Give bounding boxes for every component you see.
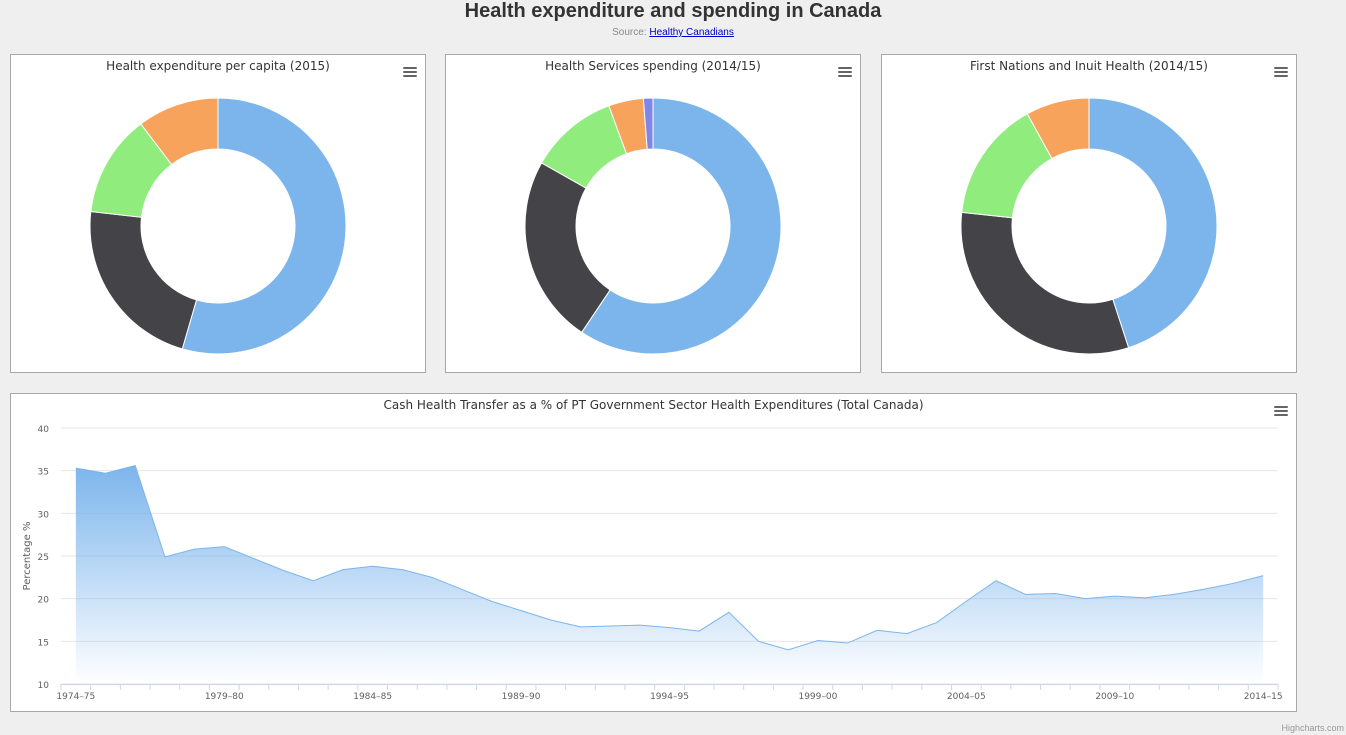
data-point[interactable] xyxy=(668,626,672,630)
data-point[interactable] xyxy=(1261,574,1265,578)
donut-slice[interactable] xyxy=(960,211,1130,355)
y-axis-title: Percentage % xyxy=(22,522,33,591)
page-title: Health expenditure and spending in Canad… xyxy=(464,0,882,22)
data-point[interactable] xyxy=(1083,597,1087,601)
data-point[interactable] xyxy=(519,609,523,613)
chart-title: Health expenditure per capita (2015) xyxy=(106,59,330,73)
donut-chart xyxy=(524,97,782,355)
y-tick-label: 35 xyxy=(38,468,49,478)
data-point[interactable] xyxy=(74,466,78,470)
data-point[interactable] xyxy=(1053,592,1057,596)
data-point[interactable] xyxy=(786,648,790,652)
data-point[interactable] xyxy=(341,568,345,572)
donut-slice[interactable] xyxy=(89,211,198,350)
data-point[interactable] xyxy=(311,579,315,583)
x-tick-label: 1979–80 xyxy=(205,692,244,702)
data-point[interactable] xyxy=(757,639,761,643)
x-tick-label: 1999–00 xyxy=(798,692,837,702)
x-tick-label: 2014–15 xyxy=(1244,692,1283,702)
data-point[interactable] xyxy=(608,624,612,628)
donut-panel-per-capita: Health expenditure per capita (2015) xyxy=(10,54,426,373)
data-point[interactable] xyxy=(1142,596,1146,600)
y-tick-label: 20 xyxy=(38,596,50,606)
data-point[interactable] xyxy=(1172,592,1176,596)
data-point[interactable] xyxy=(252,557,256,561)
chart-menu-icon[interactable] xyxy=(1274,406,1288,418)
data-point[interactable] xyxy=(697,629,701,633)
data-point[interactable] xyxy=(578,625,582,629)
y-tick-label: 15 xyxy=(38,638,49,648)
chart-menu-icon[interactable] xyxy=(838,67,852,79)
data-point[interactable] xyxy=(193,547,197,551)
chart-title: First Nations and Inuit Health (2014/15) xyxy=(970,59,1208,73)
data-point[interactable] xyxy=(727,610,731,614)
x-tick-label: 2009–10 xyxy=(1095,692,1134,702)
donut-slice[interactable] xyxy=(581,97,782,355)
data-point[interactable] xyxy=(994,579,998,583)
donut-chart xyxy=(960,97,1218,355)
chart-menu-icon[interactable] xyxy=(403,67,417,79)
x-tick-label: 1989–90 xyxy=(502,692,541,702)
data-point[interactable] xyxy=(638,623,642,627)
source-line: Source: Healthy Canadians xyxy=(0,27,1346,38)
data-point[interactable] xyxy=(460,587,464,591)
chart-title: Cash Health Transfer as a % of PT Govern… xyxy=(383,398,924,412)
data-point[interactable] xyxy=(371,564,375,568)
credits[interactable]: Highcharts.com xyxy=(1281,723,1344,733)
donut-slice[interactable] xyxy=(181,97,347,355)
y-tick-label: 10 xyxy=(38,681,50,691)
donut-chart xyxy=(89,97,347,355)
data-point[interactable] xyxy=(905,632,909,636)
data-point[interactable] xyxy=(222,545,226,549)
donut-slice[interactable] xyxy=(642,97,654,150)
y-tick-label: 25 xyxy=(38,553,49,563)
x-tick-label: 2004–05 xyxy=(947,692,986,702)
y-tick-label: 40 xyxy=(38,425,50,435)
donut-panel-first-nations: First Nations and Inuit Health (2014/15) xyxy=(881,54,1297,373)
x-tick-label: 1994–95 xyxy=(650,692,689,702)
data-point[interactable] xyxy=(816,638,820,642)
data-point[interactable] xyxy=(964,599,968,603)
source-link[interactable]: Healthy Canadians xyxy=(649,27,734,38)
x-tick-label: 1984–85 xyxy=(353,692,392,702)
data-point[interactable] xyxy=(875,628,879,632)
area-series-line[interactable] xyxy=(75,464,1264,651)
data-point[interactable] xyxy=(846,641,850,645)
data-point[interactable] xyxy=(1202,587,1206,591)
y-tick-label: 30 xyxy=(38,510,50,520)
donut-slice[interactable] xyxy=(524,162,611,334)
data-point[interactable] xyxy=(935,621,939,625)
data-point[interactable] xyxy=(400,568,404,572)
source-prefix: Source: xyxy=(612,27,650,38)
donut-slice[interactable] xyxy=(1026,97,1090,160)
area-panel-cash-transfer: Cash Health Transfer as a % of PT Govern… xyxy=(10,393,1297,712)
area-fill xyxy=(75,465,1264,684)
chart-menu-icon[interactable] xyxy=(1274,67,1288,79)
area-chart: 10 15 20 25 30 35 40 Percentage % 1974–75 1979–80… xyxy=(22,425,1283,702)
data-point[interactable] xyxy=(1231,581,1235,585)
donut-slice[interactable] xyxy=(140,97,219,166)
data-point[interactable] xyxy=(549,618,553,622)
data-point[interactable] xyxy=(104,471,108,475)
data-point[interactable] xyxy=(489,599,493,603)
data-point[interactable] xyxy=(282,569,286,573)
data-point[interactable] xyxy=(430,575,434,579)
donut-panel-health-services: Health Services spending (2014/15) xyxy=(445,54,861,373)
x-tick-label: 1974–75 xyxy=(56,692,95,702)
data-point[interactable] xyxy=(163,555,167,559)
chart-title: Health Services spending (2014/15) xyxy=(545,59,761,73)
data-point[interactable] xyxy=(133,464,137,468)
data-point[interactable] xyxy=(1113,594,1117,598)
data-point[interactable] xyxy=(1024,592,1028,596)
donut-slice[interactable] xyxy=(1088,97,1218,349)
